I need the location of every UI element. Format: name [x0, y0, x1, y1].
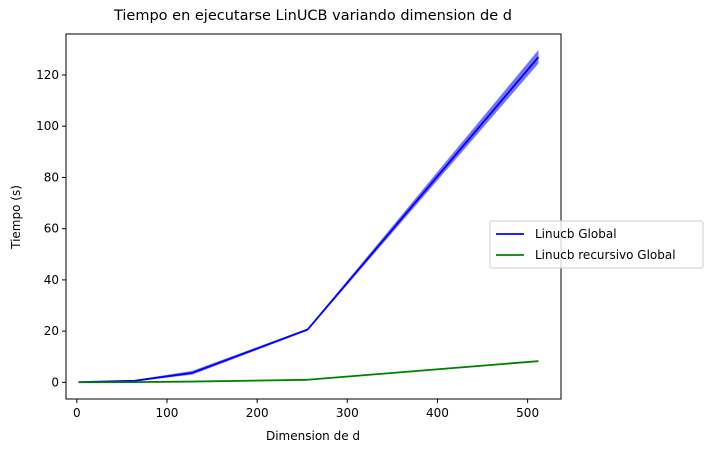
y-tick-label: 100 — [36, 119, 59, 133]
legend-label-linucb-global: Linucb Global — [535, 227, 617, 241]
chart-title: Tiempo en ejecutarse LinUCB variando dim… — [113, 8, 512, 24]
y-tick-label: 20 — [44, 324, 59, 338]
x-tick-label: 400 — [426, 406, 449, 420]
plot-area — [65, 33, 562, 400]
x-tick-label: 200 — [246, 406, 269, 420]
y-axis-title: Tiempo (s) — [9, 185, 23, 250]
y-tick-label: 40 — [44, 273, 59, 287]
x-tick-label: 300 — [336, 406, 359, 420]
x-tick-label: 500 — [516, 406, 539, 420]
x-tick-label: 100 — [156, 406, 179, 420]
legend-label-linucb-recursivo-global: Linucb recursivo Global — [535, 248, 676, 262]
y-tick-label: 120 — [36, 68, 59, 82]
x-tick-label: 0 — [73, 406, 81, 420]
legend-frame — [489, 220, 704, 269]
x-axis-title: Dimension de d — [266, 429, 360, 443]
legend: Linucb Global Linucb recursivo Global — [489, 220, 704, 269]
y-axis: 0 20 40 60 80 100 120 — [36, 68, 66, 389]
series-line-linucb-recursivo-global — [78, 360, 539, 384]
x-axis: 0 100 200 300 400 500 — [73, 399, 539, 420]
y-tick-label: 80 — [44, 170, 59, 184]
y-tick-label: 60 — [44, 222, 59, 236]
series-lines — [78, 56, 540, 384]
y-tick-label: 0 — [51, 375, 59, 389]
